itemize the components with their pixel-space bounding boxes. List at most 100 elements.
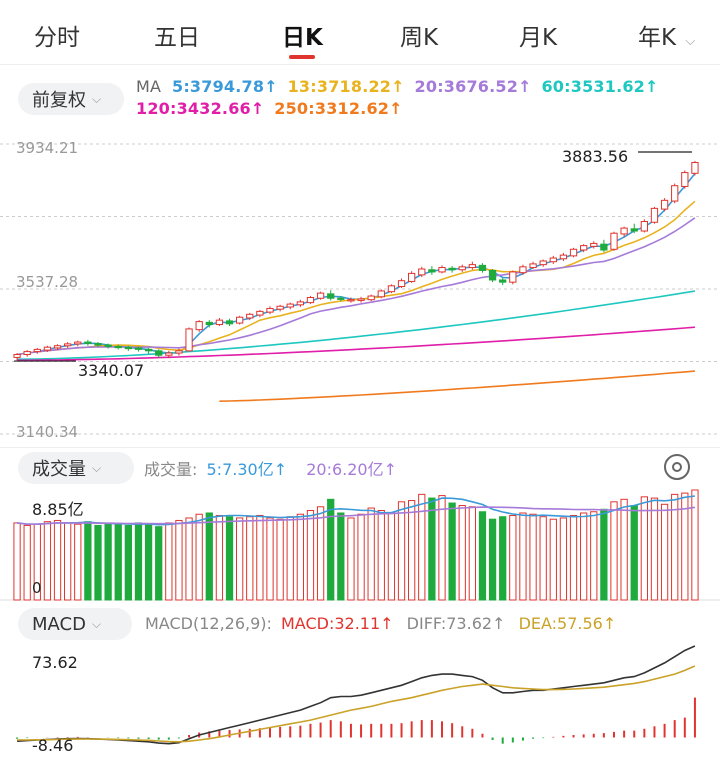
- volume-bar: [286, 516, 294, 601]
- tab-intraday[interactable]: 分时: [34, 25, 80, 51]
- candle: [397, 280, 406, 288]
- ma60-line: [17, 290, 696, 360]
- chevron-down-icon: ⌵: [685, 34, 696, 49]
- candle: [539, 260, 547, 266]
- volume-bar: [630, 505, 638, 601]
- candle: [236, 316, 244, 324]
- volume-bar: [266, 517, 274, 601]
- volume-bar: [316, 506, 325, 601]
- candle: [134, 347, 143, 350]
- volume-ma5: 5:7.30亿↑: [206, 460, 288, 479]
- high-price-marker: 3883.56: [562, 147, 629, 166]
- volume-bar: [468, 506, 476, 601]
- volume-bar: [337, 512, 345, 601]
- candle: [600, 243, 608, 251]
- volume-bar: [691, 489, 699, 601]
- ma120-value: 120:3432.66↑: [136, 99, 265, 118]
- volume-bar: [225, 516, 234, 601]
- volume-bar: [387, 512, 396, 601]
- volume-bar: [640, 496, 648, 601]
- low-price-marker: 3340.07: [78, 361, 145, 380]
- ma250-line: [219, 370, 695, 402]
- volume-indicator-selector[interactable]: 成交量 ⌵: [18, 452, 134, 484]
- volume-bar: [104, 522, 112, 601]
- settings-icon[interactable]: [664, 454, 690, 480]
- volume-bar: [488, 518, 497, 601]
- candle: [144, 348, 153, 352]
- macd-chart[interactable]: [0, 644, 720, 762]
- candle: [377, 290, 385, 298]
- candle: [225, 320, 234, 325]
- candle: [296, 301, 304, 306]
- volume-bar: [94, 524, 102, 601]
- volume-bar: [650, 497, 659, 601]
- volume-bar: [357, 513, 365, 601]
- candle: [478, 264, 487, 271]
- volume-bar: [306, 510, 315, 601]
- volume-title: 成交量:: [144, 460, 198, 479]
- candle: [337, 297, 345, 300]
- volume-bar: [408, 500, 416, 601]
- ma60-value: 60:3531.62↑: [541, 77, 659, 96]
- dea-value: DEA:57.56↑: [518, 614, 617, 633]
- candle: [256, 310, 264, 316]
- macd-params: MACD(12,26,9):: [145, 614, 272, 633]
- candle: [569, 248, 578, 257]
- candle: [428, 269, 436, 273]
- candle: [640, 221, 648, 232]
- candle: [205, 321, 213, 326]
- candle: [64, 343, 72, 347]
- volume-bar: [397, 501, 406, 601]
- candle: [286, 303, 294, 308]
- volume-bar: [529, 513, 537, 601]
- macd-axis-max: 73.62: [32, 653, 78, 672]
- volume-bar: [539, 516, 547, 601]
- candle: [104, 344, 112, 347]
- candle: [468, 264, 476, 269]
- volume-bar: [114, 523, 122, 601]
- volume-bar: [600, 508, 608, 601]
- volume-bar: [559, 517, 568, 601]
- candle: [610, 232, 618, 250]
- candle: [580, 245, 588, 251]
- tab-five-day[interactable]: 五日: [154, 25, 200, 51]
- volume-bar: [478, 511, 487, 601]
- tab-weekly-k[interactable]: 周K: [400, 25, 439, 51]
- volume-bar: [499, 516, 507, 601]
- candle: [43, 346, 52, 351]
- candle: [23, 351, 31, 355]
- volume-bar: [327, 498, 335, 601]
- volume-ma20-line: [16, 506, 696, 526]
- ma5-line: [16, 173, 696, 356]
- candle: [13, 353, 21, 358]
- candle: [660, 199, 669, 210]
- candle: [367, 295, 375, 301]
- volume-bar: [124, 524, 132, 601]
- volume-bar: [74, 523, 82, 601]
- volume-bar: [610, 501, 618, 601]
- candle: [276, 305, 284, 310]
- candlestick-chart[interactable]: [0, 134, 720, 444]
- volume-bar: [347, 517, 355, 601]
- candle: [94, 343, 102, 346]
- volume-axis-zero: 0: [32, 579, 42, 597]
- ma250-value: 250:3312.62↑: [274, 99, 403, 118]
- adjust-mode-selector[interactable]: 前复权 ⌵: [18, 83, 124, 115]
- tab-yearly-k[interactable]: 年K ⌵: [638, 18, 695, 52]
- candle: [448, 267, 456, 271]
- ma5-value: 5:3794.78↑: [172, 77, 278, 96]
- candle: [519, 266, 527, 274]
- tab-monthly-k[interactable]: 月K: [519, 25, 558, 51]
- dea-line: [17, 665, 696, 743]
- macd-indicator-selector[interactable]: MACD ⌵: [18, 608, 132, 640]
- candle: [458, 266, 466, 271]
- tab-daily-k[interactable]: 日K: [282, 25, 323, 51]
- ma-row-2: 120:3432.66↑ 250:3312.62↑: [136, 99, 407, 118]
- tab-yearly-k-label: 年K: [638, 25, 677, 51]
- candle: [620, 227, 628, 235]
- volume-chart[interactable]: [0, 488, 720, 604]
- candle: [357, 298, 365, 301]
- candle: [559, 254, 568, 260]
- candle: [650, 207, 659, 223]
- candle: [549, 257, 557, 263]
